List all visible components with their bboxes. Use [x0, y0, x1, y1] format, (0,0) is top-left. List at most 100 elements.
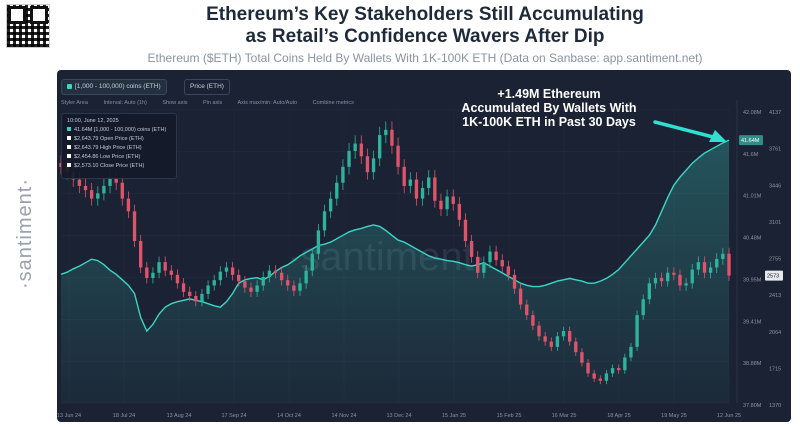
- x-axis-tick-label: 14 Oct 24: [277, 413, 301, 419]
- holdings-current-badge: [739, 135, 763, 146]
- x-axis-tick-label: 12 Jun 25: [717, 413, 741, 419]
- price-current-label: 2573: [767, 274, 779, 280]
- price-candle-body: [96, 193, 100, 199]
- holdings-axis-tick-label: 41.6M: [743, 152, 759, 158]
- price-candle-body: [371, 158, 376, 173]
- price-candle-body: [126, 198, 131, 212]
- price-candle-body: [237, 274, 241, 282]
- price-candle-body: [89, 190, 94, 199]
- price-candle-body: [592, 373, 596, 379]
- price-candle-body: [310, 253, 314, 271]
- price-axis-tick-label: 4137: [769, 110, 781, 116]
- price-candle-body: [408, 179, 412, 186]
- price-candle-body: [451, 196, 455, 204]
- price-candle-body: [169, 270, 173, 275]
- annotation-arrow-shaft: [653, 120, 719, 140]
- price-candle-body: [151, 272, 155, 279]
- price-candle-body: [598, 378, 602, 381]
- price-candle-body: [463, 219, 468, 241]
- price-candle-body: [672, 272, 676, 275]
- price-candle-body: [488, 251, 492, 263]
- price-candle-body: [390, 129, 394, 146]
- toolbar-combine[interactable]: Combine metrics: [312, 100, 354, 106]
- price-candle-body: [157, 262, 161, 273]
- price-candle-body: [659, 278, 664, 282]
- price-candle-body: [378, 135, 382, 159]
- price-chip[interactable]: Price (ETH): [184, 79, 230, 95]
- price-candle-body: [629, 346, 633, 358]
- price-candle-body: [206, 285, 210, 294]
- santiment-side-watermark: ·santiment·: [14, 178, 36, 290]
- price-candle-body: [617, 368, 621, 371]
- price-candle-body: [518, 288, 523, 305]
- qr-code: [6, 4, 50, 48]
- x-axis-tick-label: 19 May 25: [661, 413, 687, 419]
- price-candle-body: [610, 368, 615, 374]
- price-candle-body: [469, 240, 474, 257]
- price-candle-body: [476, 256, 480, 273]
- price-axis-tick-label: 1370: [769, 403, 781, 409]
- price-candle-body: [328, 198, 333, 212]
- price-axis-tick-label: 1715: [769, 366, 781, 372]
- toolbar-pin-axis[interactable]: Pin axis: [203, 100, 223, 106]
- price-candle-body: [347, 150, 351, 167]
- x-axis-tick-label: 13 Jun 24: [57, 413, 81, 419]
- price-candle-body: [200, 293, 204, 302]
- accumulation-annotation: +1.49M Ethereum Accumulated By Wallets W…: [449, 87, 649, 129]
- holdings-line: [60, 139, 730, 333]
- holdings-axis-tick-label: 41.01M: [743, 194, 762, 200]
- toolbar-axis-range[interactable]: Axis max/min: Auto/Auto: [237, 100, 298, 106]
- price-candle-body: [163, 262, 167, 271]
- price-candle-body: [684, 283, 688, 286]
- toolbar-style[interactable]: Styler Area: [61, 100, 88, 106]
- price-candle-body: [249, 287, 253, 292]
- price-candle-body: [727, 253, 731, 276]
- price-current-badge: [765, 270, 783, 281]
- price-candle-body: [132, 211, 137, 241]
- chart-svg: ·santiment·42.08M41.6M41.01M40.48M39.95M…: [57, 100, 783, 419]
- metric-chip[interactable]: [1,000 - 100,000) coins (ETH): [61, 79, 167, 95]
- price-candle-body: [365, 156, 370, 173]
- price-candle-body: [690, 269, 694, 284]
- tooltip-row-close: $2,573.10 Close Price (ETH): [67, 162, 171, 171]
- price-candle-body: [77, 179, 82, 186]
- price-candle-body: [359, 143, 363, 157]
- price-candle-body: [561, 330, 566, 337]
- tooltip-date: 10:00, June 12, 2025: [67, 118, 119, 124]
- price-candle-body: [666, 272, 670, 282]
- price-candle-body: [721, 253, 725, 259]
- price-candle-body: [286, 280, 290, 286]
- price-candle-body: [420, 188, 425, 199]
- metric-chip-swatch: [67, 83, 72, 89]
- annotation-line-1: +1.49M Ethereum: [497, 87, 601, 101]
- x-axis-tick-label: 15 Feb 25: [497, 413, 522, 419]
- price-candle-body: [83, 185, 88, 191]
- price-candle-body: [537, 325, 541, 337]
- tooltip-row-open: $2,643.79 Open Price (ETH): [67, 135, 171, 144]
- holdings-axis-tick-label: 39.95M: [743, 277, 762, 283]
- tooltip-row-low: $2,454.86 Low Price (ETH): [67, 153, 171, 162]
- price-candle-body: [433, 177, 437, 201]
- price-candle-body: [531, 315, 535, 326]
- price-candle-body: [653, 278, 658, 284]
- price-candle-body: [482, 262, 486, 273]
- price-candle-body: [414, 179, 419, 199]
- price-candle-body: [181, 283, 186, 292]
- price-candle-body: [702, 262, 707, 273]
- holdings-axis-tick-label: 39.41M: [743, 319, 762, 325]
- price-candle-body: [261, 276, 265, 286]
- title-line-2: as Retail’s Confidence Wavers After Dip: [245, 26, 605, 47]
- data-tooltip: 10:00, June 12, 2025 41.64M [1,000 - 100…: [61, 113, 177, 179]
- price-candle-body: [353, 143, 357, 151]
- toolbar-show-axis[interactable]: Show axis: [162, 100, 188, 106]
- toolbar-interval[interactable]: Interval: Auto (1h): [103, 100, 147, 106]
- price-candle-body: [102, 185, 106, 194]
- price-candle-body: [543, 336, 547, 342]
- price-candle-body: [696, 262, 701, 270]
- price-candle-body: [567, 330, 572, 342]
- price-candle-body: [580, 352, 584, 363]
- holdings-axis-tick-label: 40.48M: [743, 236, 762, 242]
- price-candle-body: [255, 285, 259, 292]
- price-axis-tick-label: 3101: [769, 220, 781, 226]
- price-candle-body: [212, 280, 216, 286]
